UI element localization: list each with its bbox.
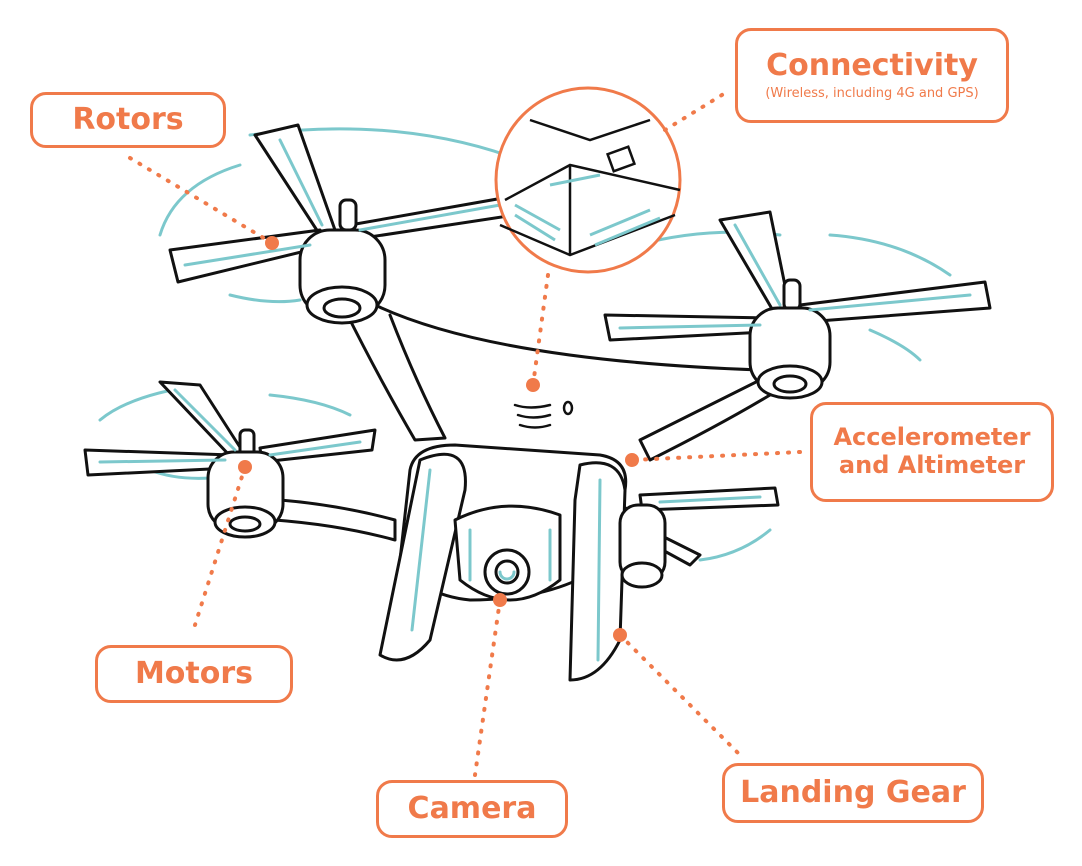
accelerometer-line2: and Altimeter: [838, 451, 1026, 479]
rotors-title: Rotors: [72, 101, 184, 137]
label-landing-gear: Landing Gear: [722, 763, 984, 823]
leader-dots: [238, 236, 639, 642]
camera-title: Camera: [407, 790, 537, 826]
rotor-bottom-left: [83, 380, 377, 539]
label-connectivity: Connectivity (Wireless, including 4G and…: [735, 28, 1009, 123]
drone-frame: [273, 298, 772, 682]
body-highlights: [410, 468, 602, 662]
accelerometer-line1: Accelerometer: [833, 423, 1031, 452]
rotor-bottom-right: [618, 486, 780, 589]
label-motors: Motors: [95, 645, 293, 703]
label-rotors: Rotors: [30, 92, 226, 148]
landing-gear-title: Landing Gear: [740, 774, 966, 810]
rotor-top-left: [168, 123, 522, 325]
connectivity-title: Connectivity: [766, 47, 978, 83]
label-camera: Camera: [376, 780, 568, 838]
connectivity-zoom-circle: [494, 86, 682, 274]
leader-lines: [128, 88, 802, 777]
motors-title: Motors: [134, 655, 254, 691]
sensor-marks: [513, 400, 574, 429]
label-accelerometer: Accelerometer and Altimeter: [810, 402, 1054, 502]
connectivity-subtitle: (Wireless, including 4G and GPS): [765, 86, 979, 102]
blade-highlights: [98, 138, 972, 504]
